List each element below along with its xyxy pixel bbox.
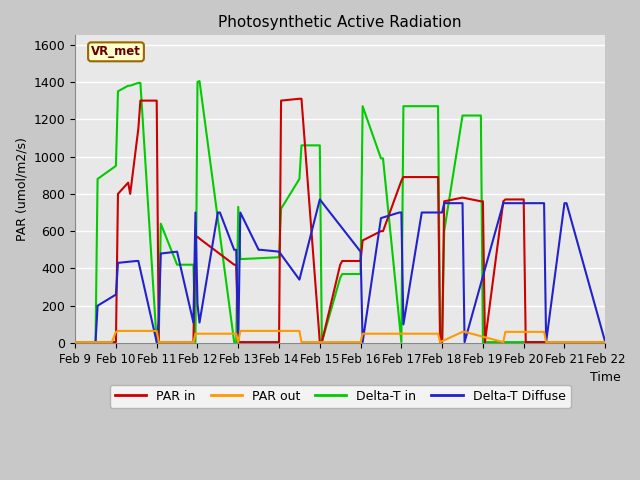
Legend: PAR in, PAR out, Delta-T in, Delta-T Diffuse: PAR in, PAR out, Delta-T in, Delta-T Dif… bbox=[110, 384, 570, 408]
Text: VR_met: VR_met bbox=[91, 45, 141, 59]
Y-axis label: PAR (umol/m2/s): PAR (umol/m2/s) bbox=[15, 137, 28, 241]
Title: Photosynthetic Active Radiation: Photosynthetic Active Radiation bbox=[218, 15, 462, 30]
X-axis label: Time: Time bbox=[590, 371, 621, 384]
